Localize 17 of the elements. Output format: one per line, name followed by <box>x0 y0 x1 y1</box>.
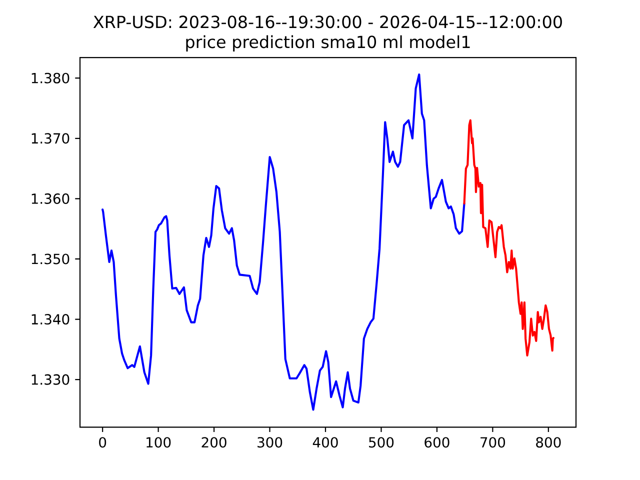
x-tick-label: 500 <box>369 437 394 448</box>
x-tick-label: 0 <box>99 437 106 448</box>
x-tick-label: 200 <box>202 437 226 448</box>
x-tick-label: 800 <box>536 437 561 448</box>
y-tick-label: 1.330 <box>32 374 70 385</box>
x-tick-label: 400 <box>312 437 338 448</box>
x-tick-label: 100 <box>146 437 171 448</box>
x-tick-label: 300 <box>258 437 282 448</box>
chart-title: XRP-USD: 2023-08-16--19:30:00 - 2026-04-15--12:00:00 <box>93 16 562 28</box>
y-tick-label: 1.380 <box>32 72 70 84</box>
y-tick-label: 1.370 <box>32 133 70 144</box>
y-tick-label: 1.360 <box>32 193 70 204</box>
x-tick-label: 600 <box>424 437 450 448</box>
chart-subtitle: price prediction sma10 ml model1 <box>186 35 470 52</box>
x-tick-label: 700 <box>480 437 506 448</box>
y-tick-label: 1.340 <box>32 314 70 325</box>
y-tick-label: 1.350 <box>32 254 70 264</box>
